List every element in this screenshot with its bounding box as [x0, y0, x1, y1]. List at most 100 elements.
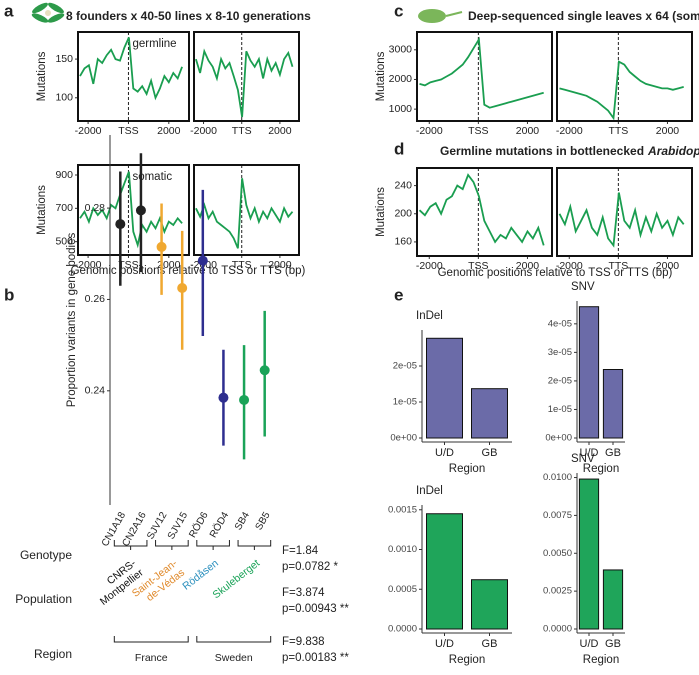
row-label: Region — [34, 647, 72, 661]
y-tick-label: 1e-05 — [393, 397, 417, 408]
x-tick-label: TSS — [118, 259, 138, 271]
x-tick-label: 2000 — [157, 125, 181, 137]
bracket — [113, 540, 148, 550]
plant-icon — [31, 2, 65, 23]
y-axis-title: Mutations — [36, 51, 48, 101]
x-tick-label: -2000 — [416, 260, 443, 272]
y-tick-label: 200 — [394, 208, 412, 220]
x-tick-label: 2000 — [516, 125, 540, 137]
bar — [578, 306, 600, 439]
y-tick-label: 0.0015 — [388, 504, 417, 515]
x-tick-label: 2000 — [516, 260, 540, 272]
panel-label: e — [394, 285, 403, 304]
y-tick-label: 3000 — [389, 44, 413, 56]
population-group: Saint-Jean-de-Védas — [130, 557, 187, 609]
y-tick-label: 160 — [394, 236, 412, 248]
x-tick-label: TTS — [232, 259, 252, 271]
population-label: CNRS-Montpellier — [90, 557, 146, 608]
y-tick-label: 0.0075 — [543, 510, 572, 521]
chart-title: InDel — [416, 310, 443, 322]
bar — [426, 513, 463, 630]
y-tick-label: 0.0000 — [388, 624, 417, 635]
x-tick-label: SB5 — [254, 510, 273, 532]
plot-frame — [416, 31, 553, 122]
y-tick-label: 0.0000 — [543, 624, 572, 635]
x-tick-label: TTS — [608, 260, 628, 272]
header-italic: Arabidopsis — [647, 144, 699, 158]
stat-label: F=1.84 — [282, 545, 319, 557]
line — [79, 37, 183, 101]
y-tick-label: 2e-05 — [548, 375, 572, 386]
bar — [471, 579, 508, 630]
point — [259, 365, 270, 376]
bar — [578, 478, 600, 630]
x-tick-label: TSS — [468, 260, 488, 272]
bracket — [113, 636, 189, 643]
panel-label: a — [4, 1, 14, 20]
x-tick-label: -2000 — [416, 125, 443, 137]
point — [177, 283, 188, 294]
point — [135, 205, 146, 216]
plot-frame — [193, 164, 300, 256]
stat-label: p=0.0782 * — [282, 561, 338, 573]
plot-frame — [77, 164, 190, 256]
x-tick-label: U/D — [580, 638, 599, 650]
y-tick-label: 2e-05 — [393, 361, 417, 372]
bar — [426, 337, 463, 439]
row-label: Genotype — [20, 548, 72, 562]
x-tick-label: SB4 — [233, 510, 252, 532]
x-tick-label: TSS — [118, 125, 138, 137]
bar — [602, 369, 624, 439]
x-tick-label: -2000 — [75, 125, 102, 137]
y-tick-label: 2000 — [389, 73, 413, 85]
row-label: Population — [15, 592, 72, 606]
x-tick-label: 2000 — [656, 125, 680, 137]
y-tick-label: 150 — [55, 53, 73, 65]
x-tick-label: RÖD6 — [186, 509, 211, 539]
y-tick-label: 0.0050 — [543, 548, 572, 559]
panel-header: Deep-sequenced single leaves x 64 (somat… — [468, 9, 699, 23]
bar — [471, 388, 508, 439]
x-tick-label: 2000 — [268, 125, 292, 137]
panel-label: c — [394, 1, 403, 20]
y-tick-label: 700 — [55, 202, 73, 214]
x-tick-label: GB — [482, 638, 498, 650]
x-axis-title: Region — [449, 654, 485, 666]
x-tick-label: U/D — [435, 638, 454, 650]
stat-label: F=3.874 — [282, 587, 325, 599]
x-tick-label: -2000 — [556, 260, 583, 272]
panel-label: d — [394, 139, 404, 158]
point — [239, 394, 250, 405]
y-tick-label: 0.28 — [85, 202, 106, 214]
y-tick-label: 4e-05 — [548, 318, 572, 329]
chart-title: SNV — [571, 281, 595, 293]
annotation: germline — [132, 38, 176, 50]
x-tick-label: TTS — [608, 125, 628, 137]
bracket — [237, 540, 272, 550]
leaf-icon — [418, 9, 463, 23]
chart-title: SNV — [571, 453, 595, 465]
y-tick-label: 0.0025 — [543, 586, 572, 597]
y-tick-label: 500 — [55, 235, 73, 247]
y-tick-label: 0.0100 — [543, 472, 572, 483]
y-axis-title: Proportion variants in gene bodies — [66, 232, 78, 407]
y-tick-label: 0.26 — [85, 293, 106, 305]
line — [79, 171, 183, 249]
y-tick-label: 0.0005 — [388, 584, 417, 595]
point — [156, 241, 167, 252]
x-tick-label: -2000 — [75, 259, 102, 271]
line — [195, 178, 294, 249]
population-group: CNRS-Montpellier — [90, 557, 146, 608]
stat-label: p=0.00943 ** — [282, 603, 349, 615]
y-tick-label: 0e+00 — [390, 433, 417, 444]
x-tick-label: GB — [605, 447, 621, 459]
population-label: Saint-Jean-de-Védas — [130, 557, 187, 609]
x-axis-title: Genomic positions relative to TSS or TTS… — [71, 265, 306, 277]
plot-frame — [193, 31, 300, 122]
x-tick-label: GB — [605, 638, 621, 650]
panel-header: 8 founders x 40-50 lines x 8-10 generati… — [66, 9, 311, 23]
x-tick-label: U/D — [435, 447, 454, 459]
y-tick-label: 100 — [55, 92, 73, 104]
plot-frame — [416, 167, 553, 257]
